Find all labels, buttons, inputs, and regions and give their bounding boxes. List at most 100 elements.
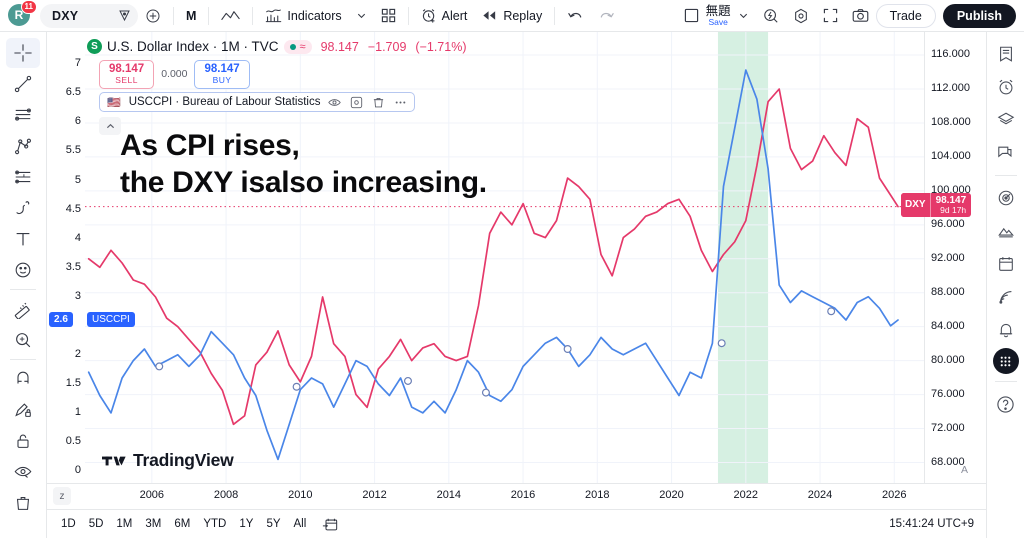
ideas-target-icon[interactable] [991,183,1021,213]
symbol-search[interactable]: DXY [40,3,138,28]
broadcast-icon[interactable] [991,282,1021,312]
measure-tool[interactable] [6,294,40,324]
range-button-1y[interactable]: 1Y [239,518,254,530]
chat-icon[interactable] [991,138,1021,168]
order-panel[interactable]: 98.147 SELL 0.000 98.147 BUY [99,60,250,89]
usccpi-name: USCCPI [87,311,135,327]
emoji-tool[interactable] [6,255,40,285]
horizontal-lines-tool[interactable] [6,100,40,130]
left-price-axis[interactable]: 7 6.5 6 5.5 5 4.5 4 3.5 3 2 1.5 1 0.5 0 2.6 [47,32,85,483]
range-button-6m[interactable]: 6M [174,518,191,530]
drawing-mode-tool[interactable] [6,395,40,425]
buy-button[interactable]: 98.147 BUY [194,60,250,89]
fullscreen-button[interactable] [816,3,845,29]
trade-button[interactable]: Trade [875,3,936,28]
left-axis-tick: 3.5 [65,260,81,273]
interval-button[interactable]: M [179,3,203,29]
right-axis-tick: 116.000 [931,48,970,61]
left-axis-tick: 1 [74,405,81,418]
pitchfork-tool[interactable] [6,131,40,161]
alarm-clock-icon [421,8,437,24]
last-price: 98.147 [320,39,359,54]
trend-line-tool[interactable] [6,69,40,99]
time-axis-tick: 2024 [807,489,833,501]
zoom-in-tool[interactable] [6,325,40,355]
user-avatar[interactable]: R 11 [8,0,37,28]
bottom-bar: 1D 5D 1M 3M 6M YTD 1Y 5Y All 15:41:24 UTC+9 [47,509,986,538]
publish-button[interactable]: Publish [942,3,1016,28]
alerts-clock-icon[interactable] [991,72,1021,102]
layout-name-button[interactable]: 無題 Save [705,3,731,27]
right-price-axis[interactable]: 116.000 112.000 108.000 104.000 100.000 96.00… [901,32,986,483]
settings-button[interactable] [786,3,816,29]
range-buttons[interactable]: 1D 5D 1M 3M 6M YTD 1Y 5Y All [55,516,312,532]
notifications-bell-icon[interactable] [991,315,1021,345]
hide-drawings-tool[interactable] [6,457,40,487]
alert-button[interactable]: Alert [414,3,475,29]
delete-icon[interactable] [372,96,385,109]
help-icon[interactable] [991,389,1021,419]
calendar-icon[interactable] [991,249,1021,279]
time-axis-tick: 2006 [139,489,165,501]
date-range-icon[interactable] [322,517,338,532]
lock-drawings-tool[interactable] [6,426,40,456]
more-icon[interactable] [394,96,407,109]
line-chart-icon [221,8,241,24]
market-status-pill: ≈ [283,39,312,54]
data-window-layers-icon[interactable] [991,105,1021,135]
add-symbol-button[interactable] [138,3,168,29]
range-button-all[interactable]: All [293,518,307,530]
crosshair-tool[interactable] [6,38,40,68]
timezone-button[interactable]: z [53,487,71,505]
quick-search-button[interactable] [756,3,786,29]
remove-drawings-tool[interactable] [6,488,40,518]
indicators-button[interactable]: Indicators [258,3,348,29]
time-axis[interactable]: z 2006 2008 2010 2012 2014 2016 2018 2020 2022 20… [47,483,986,509]
undo-button[interactable] [560,3,591,29]
text-tool[interactable] [6,224,40,254]
layout-title: 無題 [705,3,731,18]
settings-icon[interactable] [350,96,363,109]
range-button-5y[interactable]: 5Y [266,518,281,530]
clock-label: 15:41:24 UTC+9 [889,518,974,530]
apps-grid-icon[interactable] [992,348,1019,374]
hexagon-target-icon [793,8,809,24]
replay-button[interactable]: Replay [474,3,549,29]
watermark-text: TradingView [133,450,234,470]
sell-button[interactable]: 98.147 SELL [99,60,155,89]
indicators-dropdown[interactable] [349,3,374,29]
fib-retracement-tool[interactable] [6,162,40,192]
chart-plot[interactable]: S U.S. Dollar Index · 1M · TVC ≈ 98.147 … [47,32,986,483]
brush-tool[interactable] [6,193,40,223]
indicator-actions[interactable] [328,96,407,109]
public-chats-icon[interactable] [991,216,1021,246]
collapse-legend-button[interactable] [99,117,121,135]
market-open-dot [289,43,296,50]
range-button-1d[interactable]: 1D [61,518,76,530]
snapshot-button[interactable] [845,3,876,29]
indicator-legend[interactable]: 🇺🇸 USCCPI · Bureau of Labour Statistics [99,92,416,112]
range-button-3m[interactable]: 3M [145,518,162,530]
redo-button[interactable] [591,3,622,29]
layout-button[interactable] [677,3,706,29]
chart-legend-title[interactable]: S U.S. Dollar Index · 1M · TVC ≈ 98.147 … [87,39,467,54]
range-button-5d[interactable]: 5D [88,518,104,530]
chart-type-button[interactable] [214,3,247,29]
templates-button[interactable] [374,3,403,29]
sell-price: 98.147 [109,63,145,75]
range-button-1m[interactable]: 1M [116,518,133,530]
layout-dropdown[interactable] [731,3,756,29]
range-button-ytd[interactable]: YTD [203,518,227,530]
undo-icon [567,9,584,23]
right-axis-tick: 68.000 [931,455,965,468]
magnet-tool[interactable] [6,364,40,394]
save-link[interactable]: Save [708,17,728,27]
auto-scale-button[interactable]: A [960,464,968,476]
right-axis-tick: 112.000 [931,81,970,94]
watchlist-icon[interactable] [991,39,1021,69]
chart-container[interactable]: S U.S. Dollar Index · 1M · TVC ≈ 98.147 … [47,32,986,538]
left-axis-tick: 4 [74,231,81,244]
change-pct: (−1.71%) [415,39,467,54]
visibility-icon[interactable] [328,96,342,109]
gem-icon[interactable] [117,8,132,23]
